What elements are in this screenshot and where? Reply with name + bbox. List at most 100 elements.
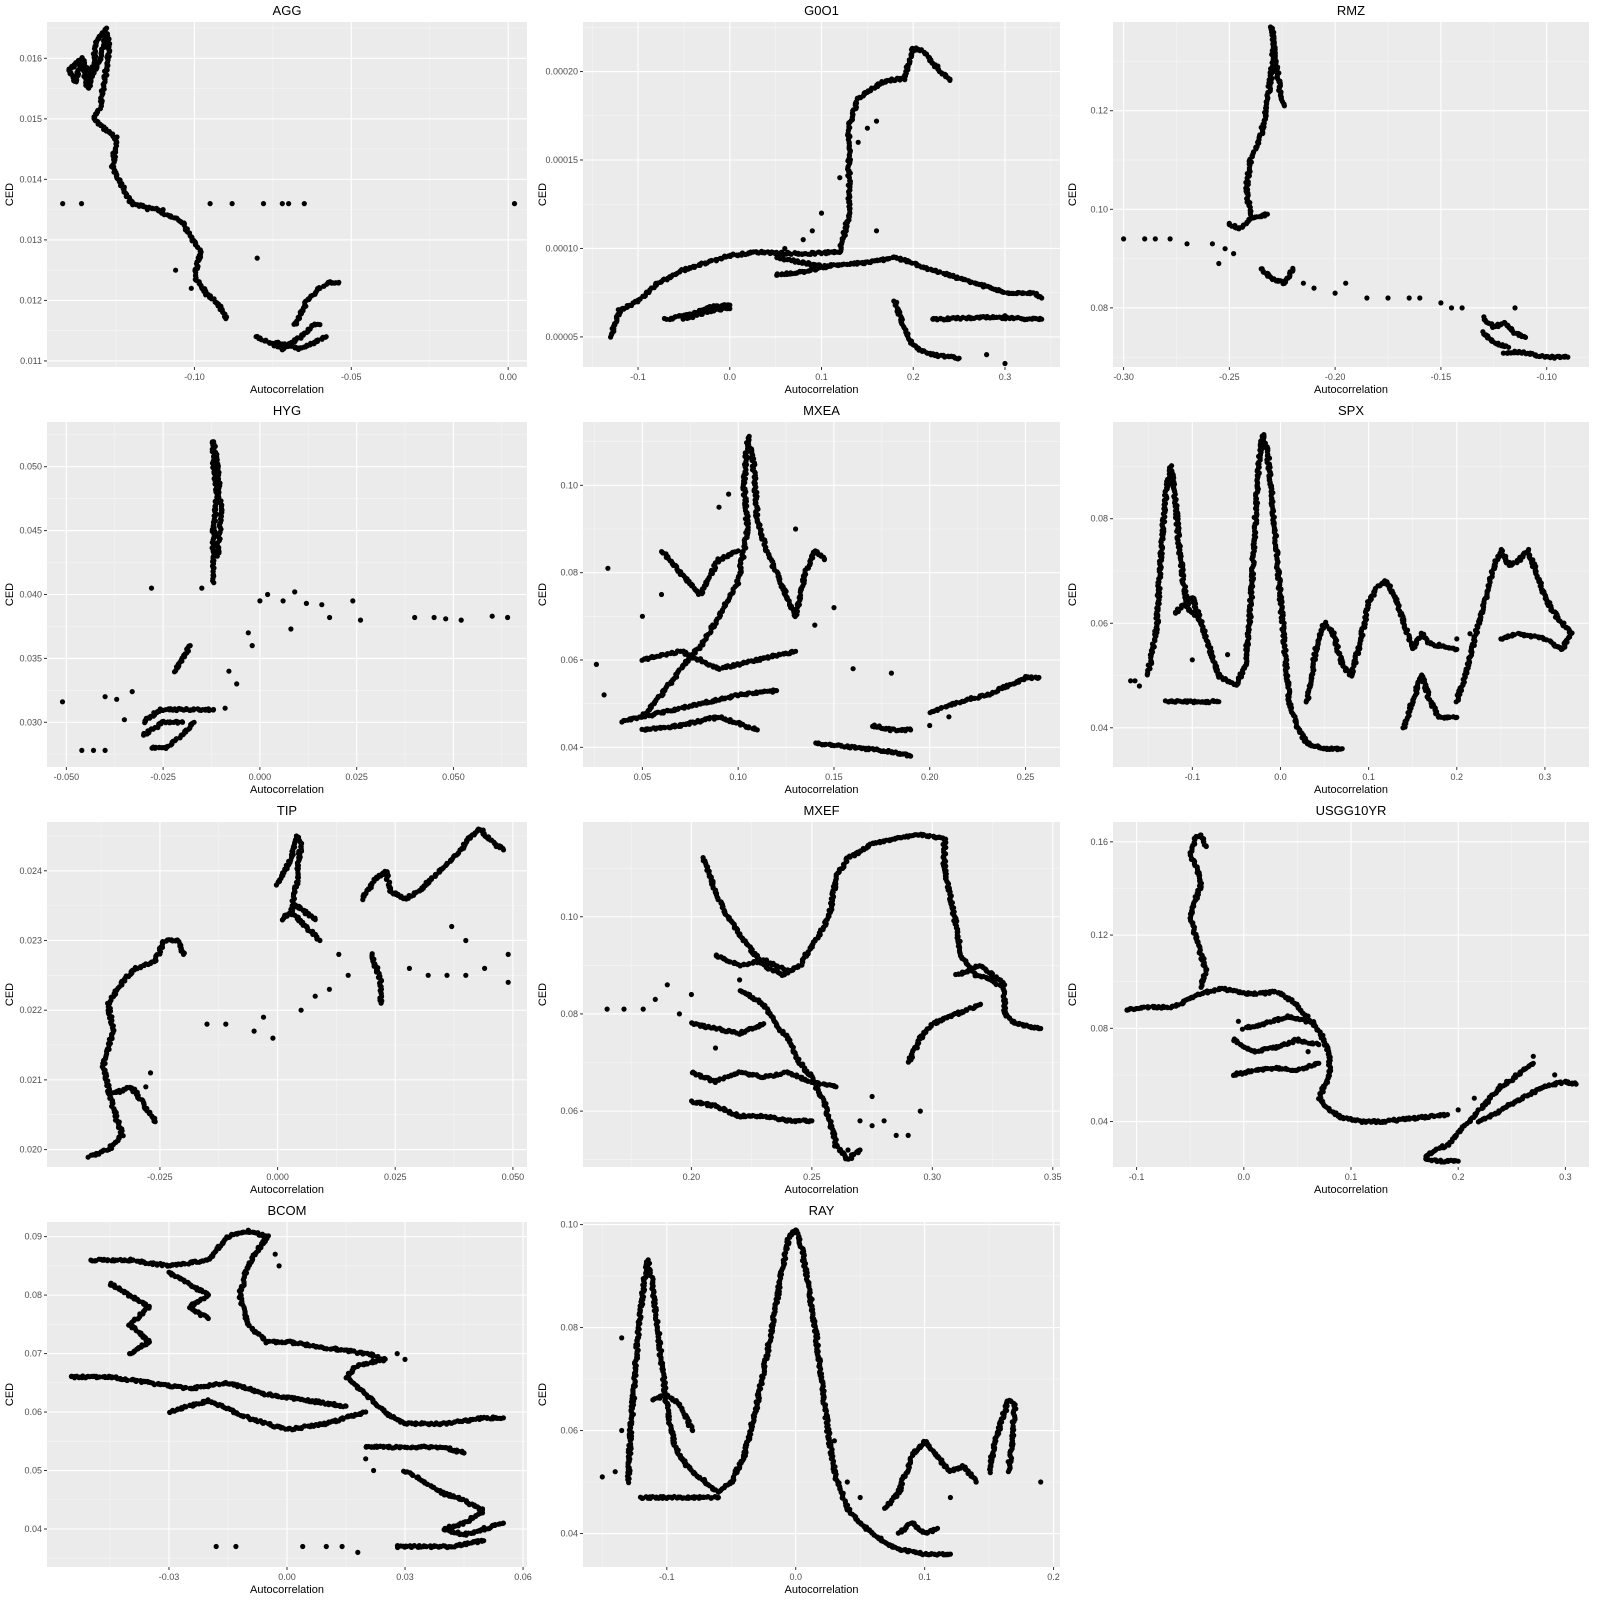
- x-tick-label: 0.10: [729, 772, 747, 782]
- x-tick-label: 0.15: [825, 772, 843, 782]
- y-tick-label: 0.06: [560, 655, 578, 665]
- segment-point: [727, 306, 733, 312]
- segment-point: [317, 937, 323, 944]
- scatter-point: [605, 565, 611, 571]
- scatter-point: [1121, 236, 1127, 242]
- scatter-point: [831, 605, 837, 611]
- scatter-point: [812, 622, 818, 628]
- scatter-point: [726, 491, 732, 497]
- scatter-point: [249, 643, 255, 649]
- panel-g0o1: -0.1 0.0 0.1 0.2 0.30.000050.000100.000150.0…: [537, 3, 1060, 396]
- scatter-point: [1145, 662, 1151, 668]
- y-tick-label: 0.08: [1090, 514, 1108, 524]
- segment-point: [500, 847, 507, 853]
- scatter-point: [809, 228, 815, 234]
- trajectory-point: [909, 45, 915, 51]
- x-tick-label: -0.1: [630, 372, 646, 382]
- scatter-point: [226, 668, 232, 674]
- scatter-point: [639, 613, 646, 619]
- x-tick-label: -0.15: [1431, 372, 1452, 382]
- data-points: [608, 45, 1045, 367]
- scatter-point: [265, 591, 271, 598]
- scatter-point: [505, 614, 511, 621]
- y-tick-label: 0.00005: [545, 332, 578, 342]
- scatter-point: [207, 201, 213, 207]
- segment-point: [317, 322, 323, 328]
- segment-point: [1039, 295, 1045, 301]
- scatter-point: [1332, 290, 1338, 296]
- panel-rmz: -0.30 -0.25 -0.20 -0.15 -0.100.080.100.12RMZ…: [1067, 3, 1589, 396]
- y-tick-label: 0.10: [560, 480, 578, 490]
- scatter-point: [1136, 683, 1142, 689]
- segment-point: [179, 719, 186, 725]
- segment-point: [1036, 674, 1042, 681]
- y-tick-label: 0.013: [19, 235, 42, 245]
- segment-point: [937, 269, 943, 275]
- segment-point: [1454, 714, 1460, 720]
- scatter-point: [1454, 636, 1460, 642]
- y-tick-label: 0.045: [19, 526, 42, 536]
- segment-point: [104, 25, 110, 31]
- trajectory-point: [947, 77, 953, 83]
- segment-point: [828, 263, 834, 269]
- segment-point: [735, 548, 741, 554]
- scatter-point: [114, 696, 120, 702]
- scatter-point: [1300, 280, 1306, 286]
- y-axis-label: CED: [1067, 183, 1079, 206]
- scatter-point: [837, 175, 843, 181]
- y-tick-label: 0.015: [19, 114, 42, 124]
- scatter-point: [873, 228, 880, 234]
- trajectory-point: [223, 316, 229, 322]
- scatter-point: [173, 267, 179, 273]
- scatter-point: [864, 125, 871, 131]
- y-tick-label: 0.04: [560, 742, 578, 752]
- scatter-point: [946, 714, 952, 720]
- scatter-point: [1436, 641, 1442, 647]
- scatter-point: [1364, 295, 1370, 301]
- scatter-point: [327, 614, 333, 621]
- scatter-point: [60, 201, 66, 207]
- scatter-point: [1225, 652, 1231, 658]
- scatter-point: [1438, 300, 1444, 306]
- scatter-point: [188, 285, 194, 291]
- x-axis-label: Autocorrelation: [1314, 384, 1388, 396]
- scatter-point: [443, 616, 449, 622]
- y-axis-label: CED: [4, 183, 16, 206]
- scatter-point: [1311, 285, 1317, 291]
- scatter-point: [144, 207, 150, 213]
- x-tick-label: 0.025: [345, 772, 368, 782]
- x-tick-label: 0.2: [907, 372, 920, 382]
- scatter-point: [78, 201, 85, 207]
- segment-point: [187, 643, 193, 649]
- segment-point: [1454, 646, 1460, 653]
- scatter-point: [279, 201, 285, 207]
- scatter-point: [1222, 246, 1228, 252]
- segment-point: [336, 279, 342, 285]
- segment-point: [152, 1119, 158, 1125]
- segment-point: [1522, 334, 1529, 340]
- panel-mxea: 0.05 0.10 0.15 0.20 0.250.040.060.080.10MXEA…: [537, 403, 1060, 796]
- scatter-point: [1216, 260, 1222, 267]
- scatter-point: [286, 201, 292, 207]
- y-tick-label: 0.08: [1090, 303, 1108, 313]
- scatter-point: [855, 139, 861, 145]
- scatter-point: [927, 722, 933, 729]
- scatter-point: [489, 613, 495, 619]
- x-tick-label: 0.05: [634, 772, 652, 782]
- x-tick-label: -0.1: [1185, 772, 1201, 782]
- scatter-point: [1209, 241, 1215, 247]
- y-axis-label: CED: [1067, 583, 1079, 606]
- scatter-point: [350, 598, 356, 604]
- x-tick-label: 0.3: [999, 372, 1012, 382]
- trajectory-point: [773, 249, 780, 255]
- panel-background: [47, 22, 527, 367]
- y-tick-label: 0.014: [19, 174, 42, 184]
- x-tick-label: 0.3: [1539, 772, 1552, 782]
- segment-point: [793, 648, 799, 654]
- segment-point: [1039, 316, 1045, 322]
- panel-title: RMZ: [1337, 3, 1365, 18]
- trajectory-point: [709, 257, 715, 264]
- scatter-point: [850, 666, 856, 672]
- x-tick-label: -0.30: [1113, 372, 1134, 382]
- scatter-point: [102, 694, 108, 700]
